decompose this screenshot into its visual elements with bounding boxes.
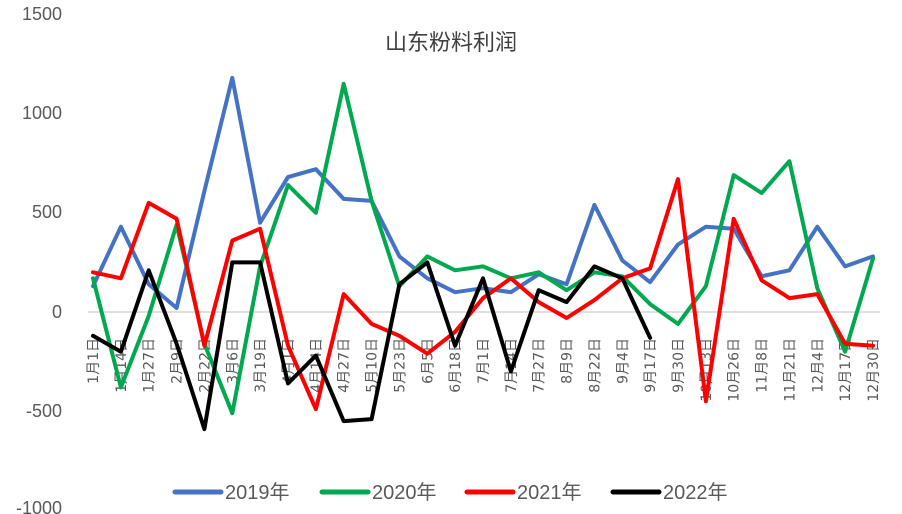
x-tick-label: 12月30日 (866, 338, 882, 402)
x-tick-label: 2月9日 (170, 338, 186, 384)
y-tick-0: 0 (52, 302, 62, 322)
x-tick-label: 11月21日 (782, 338, 798, 402)
legend-label: 2019年 (225, 481, 290, 504)
x-tick-label: 5月23日 (392, 338, 408, 393)
x-tick-label: 12月17日 (838, 338, 854, 402)
x-tick-label: 12月4日 (810, 338, 826, 393)
legend-label: 2022年 (663, 481, 728, 504)
y-axis: 1500 1000 500 0 -500 -1000 (16, 4, 62, 514)
x-tick-label: 4月14日 (309, 338, 325, 393)
series-line-2021 (91, 177, 875, 412)
legend-label: 2020年 (372, 481, 437, 504)
legend-item[interactable]: 2022年 (610, 481, 728, 504)
series-line-2020 (91, 81, 875, 416)
chart-title: 山东粉料利润 (385, 31, 517, 56)
series-line-2022 (91, 260, 653, 432)
x-tick-label: 1月1日 (86, 338, 102, 384)
y-tick-1500: 1500 (22, 4, 62, 24)
legend-label: 2021年 (517, 481, 582, 504)
legend: 2019年 2020年 2021年 2022年 (172, 481, 728, 504)
y-tick-1000: 1000 (22, 103, 62, 123)
x-tick-label: 8月9日 (560, 338, 576, 384)
legend-item[interactable]: 2019年 (172, 481, 290, 504)
x-tick-label: 6月18日 (448, 338, 464, 393)
x-tick-label: 9月30日 (671, 338, 687, 393)
y-tick-neg500: -500 (26, 401, 62, 421)
x-tick-label: 5月10日 (365, 338, 381, 393)
x-tick-label: 7月27日 (532, 338, 548, 393)
y-tick-neg1000: -1000 (16, 498, 62, 514)
legend-item[interactable]: 2020年 (319, 481, 437, 504)
legend-item[interactable]: 2021年 (464, 481, 582, 504)
y-tick-500: 500 (32, 202, 62, 222)
x-tick-label: 8月22日 (587, 338, 603, 393)
x-tick-label: 11月8日 (755, 338, 771, 393)
x-tick-label: 3月6日 (225, 338, 241, 384)
x-tick-label: 3月19日 (253, 338, 269, 393)
x-tick-label: 7月1日 (476, 338, 492, 384)
x-tick-label: 1月27日 (142, 338, 158, 393)
series-line-2019 (91, 75, 875, 310)
x-tick-label: 9月17日 (643, 338, 659, 393)
x-tick-label: 6月5日 (420, 338, 436, 384)
series-lines (91, 75, 875, 432)
x-tick-label: 9月4日 (615, 338, 631, 384)
x-tick-label: 10月26日 (727, 338, 743, 402)
x-tick-label: 4月27日 (337, 338, 353, 393)
